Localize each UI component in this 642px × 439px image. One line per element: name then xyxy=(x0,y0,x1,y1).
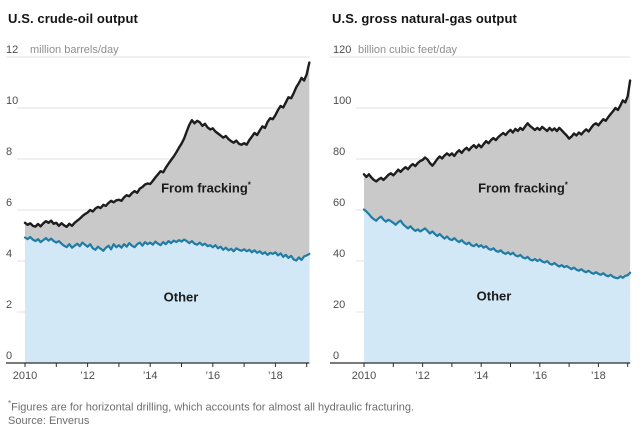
svg-text:20: 20 xyxy=(333,299,345,311)
svg-text:60: 60 xyxy=(333,197,345,209)
natural-gas-chart-panel: U.S. gross natural-gas output 0 20 40 60 80 1… xyxy=(330,8,642,400)
svg-text:0: 0 xyxy=(6,350,12,362)
svg-text:’12: ’12 xyxy=(415,370,430,382)
crude-oil-chart-canvas: 0 2 4 6 8 10 12 million barrels/day 2010 ’12 ’14 ’1… xyxy=(6,44,311,382)
chart-footnote: *Figures are for horizontal drilling, wh… xyxy=(8,399,414,414)
svg-text:’12: ’12 xyxy=(80,370,95,382)
svg-text:million barrels/day: million barrels/day xyxy=(30,44,119,56)
svg-text:2: 2 xyxy=(6,299,12,311)
svg-text:’14: ’14 xyxy=(143,370,158,382)
svg-text:8: 8 xyxy=(6,146,12,158)
crude-oil-chart-panel: U.S. crude-oil output 0 2 4 6 8 10 12 million b… xyxy=(6,8,318,400)
svg-text:2010: 2010 xyxy=(13,370,37,382)
svg-text:2010: 2010 xyxy=(352,370,376,382)
natural-gas-chart-canvas: 0 20 40 60 80 100 120 billion cubic feet/day 201… xyxy=(330,44,632,382)
footnote-text: Figures are for horizontal drilling, whi… xyxy=(11,401,415,414)
source-credit: Source: Enverus xyxy=(8,415,90,427)
svg-text:’18: ’18 xyxy=(268,370,283,382)
svg-text:’18: ’18 xyxy=(591,370,606,382)
svg-text:6: 6 xyxy=(6,197,12,209)
svg-text:10: 10 xyxy=(6,95,18,107)
svg-text:billion cubic feet/day: billion cubic feet/day xyxy=(358,44,458,56)
crude-oil-chart-title: U.S. crude-oil output xyxy=(8,11,138,26)
svg-text:0: 0 xyxy=(333,350,339,362)
svg-text:4: 4 xyxy=(6,248,12,260)
svg-text:120: 120 xyxy=(333,44,351,56)
svg-text:’16: ’16 xyxy=(532,370,547,382)
svg-text:’14: ’14 xyxy=(474,370,489,382)
svg-text:80: 80 xyxy=(333,146,345,158)
natural-gas-chart-title: U.S. gross natural-gas output xyxy=(332,11,517,26)
svg-text:’16: ’16 xyxy=(205,370,220,382)
svg-text:12: 12 xyxy=(6,44,18,56)
svg-text:40: 40 xyxy=(333,248,345,260)
svg-text:100: 100 xyxy=(333,95,351,107)
footnote-marker: * xyxy=(8,399,12,408)
